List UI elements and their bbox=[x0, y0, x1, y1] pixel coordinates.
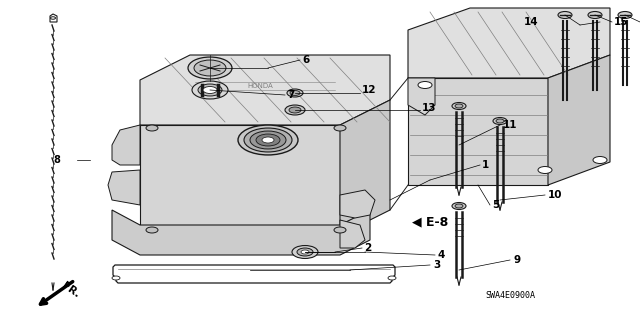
Polygon shape bbox=[140, 125, 340, 235]
Circle shape bbox=[188, 57, 232, 79]
Circle shape bbox=[618, 11, 632, 19]
Text: 13: 13 bbox=[422, 103, 436, 113]
Circle shape bbox=[292, 246, 318, 258]
Text: 12: 12 bbox=[362, 85, 376, 95]
Circle shape bbox=[198, 84, 222, 96]
Text: 1: 1 bbox=[482, 160, 489, 170]
Circle shape bbox=[51, 17, 56, 19]
Circle shape bbox=[238, 125, 298, 155]
Polygon shape bbox=[408, 78, 548, 185]
Circle shape bbox=[496, 119, 504, 123]
Circle shape bbox=[256, 134, 280, 146]
Circle shape bbox=[194, 60, 226, 76]
Circle shape bbox=[250, 131, 286, 149]
Circle shape bbox=[455, 204, 463, 208]
Text: 9: 9 bbox=[513, 255, 520, 265]
Circle shape bbox=[146, 227, 158, 233]
Text: ◀ E-8: ◀ E-8 bbox=[412, 216, 448, 228]
Text: 3: 3 bbox=[433, 260, 440, 270]
Polygon shape bbox=[340, 100, 390, 235]
Text: FR.: FR. bbox=[60, 280, 82, 300]
Circle shape bbox=[588, 11, 602, 19]
Polygon shape bbox=[340, 190, 375, 218]
Circle shape bbox=[112, 276, 120, 280]
Polygon shape bbox=[548, 55, 610, 185]
Polygon shape bbox=[108, 170, 140, 205]
Text: SWA4E0900A: SWA4E0900A bbox=[485, 291, 535, 300]
Text: 15: 15 bbox=[614, 17, 628, 27]
Circle shape bbox=[285, 105, 305, 115]
Circle shape bbox=[289, 107, 301, 113]
Text: 10: 10 bbox=[548, 190, 563, 200]
Circle shape bbox=[297, 248, 313, 256]
Polygon shape bbox=[50, 14, 57, 22]
Text: 11: 11 bbox=[503, 120, 518, 130]
Polygon shape bbox=[408, 8, 610, 78]
Circle shape bbox=[452, 203, 466, 210]
Text: HONDA: HONDA bbox=[247, 83, 273, 89]
Circle shape bbox=[493, 117, 507, 124]
Circle shape bbox=[244, 128, 292, 152]
Circle shape bbox=[334, 227, 346, 233]
Circle shape bbox=[593, 157, 607, 164]
Circle shape bbox=[290, 91, 300, 95]
Circle shape bbox=[388, 276, 396, 280]
Text: 6: 6 bbox=[302, 55, 309, 65]
Circle shape bbox=[558, 11, 572, 19]
Polygon shape bbox=[112, 125, 140, 165]
Text: 8: 8 bbox=[53, 155, 60, 165]
Polygon shape bbox=[340, 220, 365, 248]
Circle shape bbox=[538, 167, 552, 174]
Circle shape bbox=[334, 125, 346, 131]
Polygon shape bbox=[408, 78, 435, 115]
Text: 4: 4 bbox=[437, 250, 444, 260]
Circle shape bbox=[452, 102, 466, 109]
Circle shape bbox=[203, 86, 217, 93]
Circle shape bbox=[146, 125, 158, 131]
Circle shape bbox=[287, 89, 303, 97]
Circle shape bbox=[301, 250, 309, 254]
Text: 7: 7 bbox=[287, 90, 294, 100]
Circle shape bbox=[262, 137, 274, 143]
Circle shape bbox=[418, 82, 432, 88]
Circle shape bbox=[455, 104, 463, 108]
Text: 14: 14 bbox=[524, 17, 538, 27]
Text: 2: 2 bbox=[364, 243, 371, 253]
Text: 5: 5 bbox=[492, 200, 499, 210]
Circle shape bbox=[192, 81, 228, 99]
Polygon shape bbox=[113, 265, 395, 283]
Polygon shape bbox=[140, 55, 390, 125]
Polygon shape bbox=[112, 210, 370, 255]
